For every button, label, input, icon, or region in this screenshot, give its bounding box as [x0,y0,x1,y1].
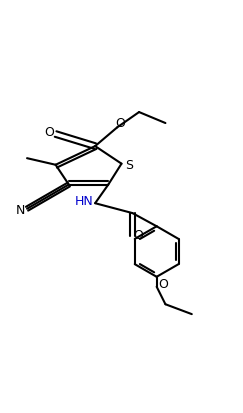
Text: S: S [125,159,133,172]
Text: HN: HN [75,195,94,208]
Text: O: O [44,126,54,139]
Text: N: N [16,204,26,217]
Text: O: O [134,228,144,242]
Text: O: O [115,117,125,130]
Text: O: O [158,278,168,292]
